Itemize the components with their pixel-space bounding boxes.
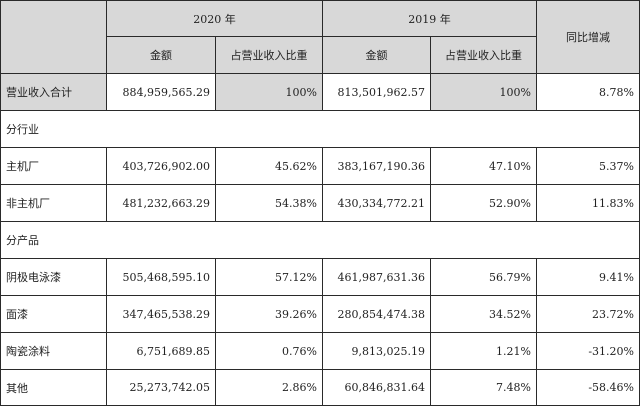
- ratio-2020: 57.12%: [215, 258, 323, 296]
- row-label: 营业收入合计: [0, 73, 107, 111]
- ratio-2019: 56.79%: [430, 258, 537, 296]
- section-title: 分行业: [0, 110, 640, 148]
- table-row: 阴极电泳漆 505,468,595.10 57.12% 461,987,631.…: [0, 258, 640, 296]
- table-row: 非主机厂 481,232,663.29 54.38% 430,334,772.2…: [0, 184, 640, 222]
- ratio-2020-header: 占营业收入比重: [215, 36, 323, 74]
- header-row-years: 2020 年 2019 年 同比增减: [0, 0, 640, 74]
- section-row-industry: 分行业: [0, 110, 640, 148]
- amount-2019: 60,846,831.64: [322, 369, 431, 406]
- amount-2020: 481,232,663.29: [106, 184, 216, 222]
- row-label: 面漆: [0, 295, 107, 333]
- year-2019-header: 2019 年: [322, 0, 537, 37]
- ratio-2020: 0.76%: [215, 332, 323, 370]
- yoy-value: 9.41%: [536, 258, 640, 296]
- yoy-value: 11.83%: [536, 184, 640, 222]
- row-label: 陶瓷涂料: [0, 332, 107, 370]
- amount-2020: 884,959,565.29: [106, 73, 216, 111]
- ratio-2019: 7.48%: [430, 369, 537, 406]
- amount-2019: 430,334,772.21: [322, 184, 431, 222]
- amount-2019: 9,813,025.19: [322, 332, 431, 370]
- yoy-header: 同比增减: [536, 0, 640, 74]
- amount-2019-header: 金额: [322, 36, 431, 74]
- ratio-2019: 1.21%: [430, 332, 537, 370]
- yoy-value: -31.20%: [536, 332, 640, 370]
- yoy-value: 23.72%: [536, 295, 640, 333]
- ratio-2020: 45.62%: [215, 147, 323, 185]
- amount-2020: 6,751,689.85: [106, 332, 216, 370]
- ratio-2020: 2.86%: [215, 369, 323, 406]
- total-row: 营业收入合计 884,959,565.29 100% 813,501,962.5…: [0, 73, 640, 111]
- section-row-product: 分产品: [0, 221, 640, 259]
- ratio-2020: 39.26%: [215, 295, 323, 333]
- table-row: 面漆 347,465,538.29 39.26% 280,854,474.38 …: [0, 295, 640, 333]
- ratio-2019-header: 占营业收入比重: [430, 36, 537, 74]
- yoy-value: -58.46%: [536, 369, 640, 406]
- amount-2019: 813,501,962.57: [322, 73, 431, 111]
- row-label: 其他: [0, 369, 107, 406]
- ratio-2019: 100%: [430, 73, 537, 111]
- ratio-2020: 100%: [215, 73, 323, 111]
- table-row: 主机厂 403,726,902.00 45.62% 383,167,190.36…: [0, 147, 640, 185]
- amount-2020-header: 金额: [106, 36, 216, 74]
- table-row: 陶瓷涂料 6,751,689.85 0.76% 9,813,025.19 1.2…: [0, 332, 640, 370]
- yoy-value: 5.37%: [536, 147, 640, 185]
- amount-2020: 347,465,538.29: [106, 295, 216, 333]
- ratio-2019: 52.90%: [430, 184, 537, 222]
- amount-2019: 280,854,474.38: [322, 295, 431, 333]
- ratio-2019: 47.10%: [430, 147, 537, 185]
- row-label: 非主机厂: [0, 184, 107, 222]
- amount-2019: 383,167,190.36: [322, 147, 431, 185]
- ratio-2019: 34.52%: [430, 295, 537, 333]
- corner-cell: [0, 0, 107, 74]
- row-label: 主机厂: [0, 147, 107, 185]
- header-row-sub: 金额 占营业收入比重 金额 占营业收入比重: [1, 36, 640, 74]
- yoy-value: 8.78%: [536, 73, 640, 111]
- section-title: 分产品: [0, 221, 640, 259]
- amount-2020: 403,726,902.00: [106, 147, 216, 185]
- amount-2020: 505,468,595.10: [106, 258, 216, 296]
- year-2020-header: 2020 年: [106, 0, 323, 37]
- table-row: 其他 25,273,742.05 2.86% 60,846,831.64 7.4…: [0, 369, 640, 406]
- ratio-2020: 54.38%: [215, 184, 323, 222]
- amount-2019: 461,987,631.36: [322, 258, 431, 296]
- row-label: 阴极电泳漆: [0, 258, 107, 296]
- amount-2020: 25,273,742.05: [106, 369, 216, 406]
